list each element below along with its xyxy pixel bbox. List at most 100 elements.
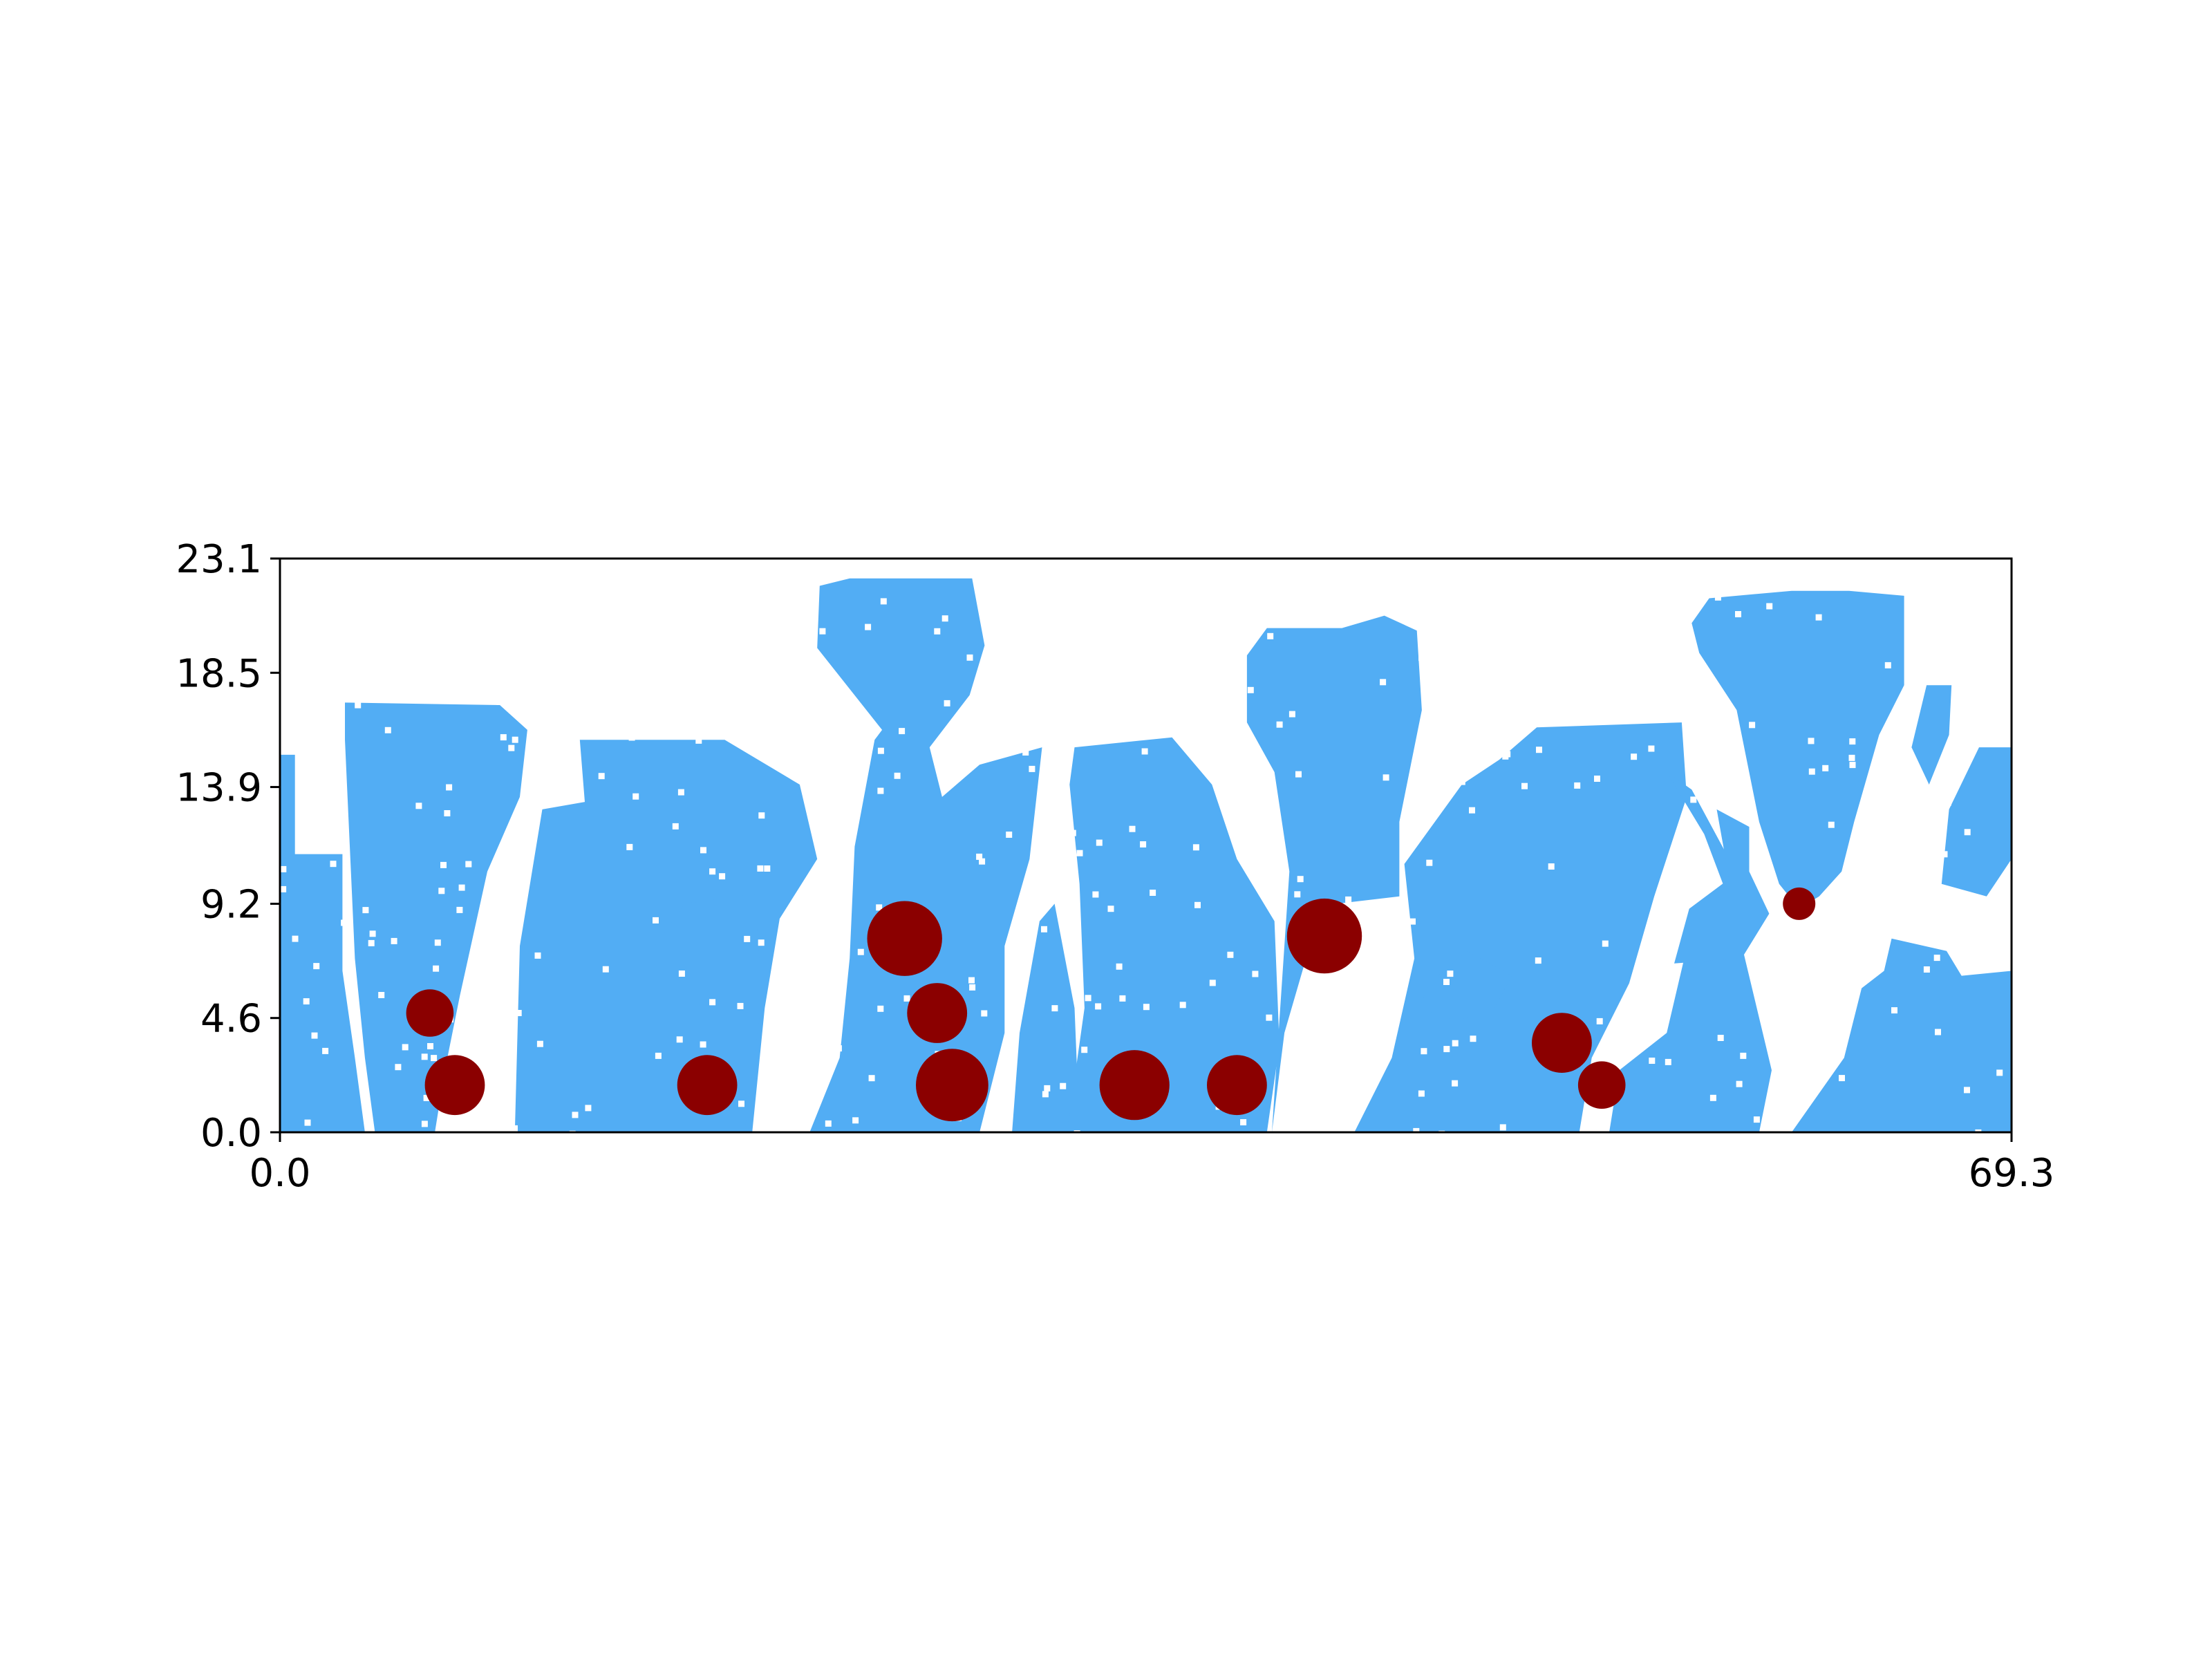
field-speckle (1074, 603, 1080, 610)
field-speckle (572, 1112, 579, 1118)
field-speckle (626, 843, 633, 850)
field-speckle (1633, 993, 1640, 999)
field-speckle (1022, 749, 1029, 756)
field-speckle (1502, 753, 1509, 760)
field-speckle (1006, 1009, 1013, 1016)
field-speckle (330, 804, 337, 811)
y-tick-label: 0.0 (200, 1111, 262, 1156)
field-speckle (1297, 876, 1304, 883)
particle-point (916, 1049, 988, 1122)
particle-point (1532, 1013, 1592, 1073)
field-speckle (1409, 918, 1416, 925)
field-speckle (418, 626, 424, 632)
field-speckle (402, 1044, 409, 1051)
field-speckle (456, 906, 463, 913)
field-speckle (1891, 1007, 1897, 1014)
field-speckle (1749, 722, 1756, 729)
field-speckle (489, 889, 496, 896)
field-speckle (1288, 711, 1295, 718)
field-speckle (758, 812, 765, 819)
field-speckle (1996, 1069, 2003, 1076)
field-speckle (574, 697, 581, 704)
field-speckle (491, 954, 498, 961)
field-speckle (1594, 776, 1600, 782)
field-speckle (480, 999, 487, 1006)
field-speckle (1447, 971, 1454, 977)
particle-point (1783, 887, 1816, 920)
field-speckle (1081, 1047, 1088, 1053)
field-speckle (440, 861, 447, 868)
field-speckle (1822, 765, 1829, 771)
field-speckle (876, 904, 883, 911)
field-speckle (1574, 782, 1581, 789)
field-speckle (1276, 721, 1283, 728)
field-speckle (1358, 996, 1365, 1003)
field-speckle (1710, 726, 1717, 733)
field-speckle (355, 702, 362, 709)
particle-point (406, 989, 454, 1037)
field-region (1911, 685, 1952, 785)
field-speckle (683, 728, 690, 735)
field-speckle (1061, 728, 1068, 735)
field-speckle (1971, 594, 1978, 601)
field-speckle (1024, 639, 1031, 646)
field-speckle (1753, 1116, 1760, 1123)
field-speckle (1266, 1014, 1273, 1021)
field-speckle (1443, 979, 1450, 985)
field-speckle (1413, 1127, 1420, 1132)
field-speckle (968, 977, 975, 984)
field-region (1791, 938, 2012, 1132)
field-speckle (1766, 603, 1773, 610)
field-speckle (1648, 745, 1655, 752)
field-speckle (1873, 794, 1880, 800)
field-speckle (1964, 1087, 1970, 1094)
field-region (1354, 722, 1687, 1132)
field-speckle (1418, 655, 1425, 662)
field-speckle (574, 593, 581, 600)
field-speckle (1956, 644, 1963, 650)
field-speckle (286, 597, 293, 604)
field-speckle (700, 847, 706, 854)
field-speckle (672, 823, 679, 830)
field-speckle (505, 954, 512, 961)
field-speckle (934, 628, 941, 635)
field-speckle (695, 737, 702, 744)
field-speckle (384, 727, 391, 733)
field-speckle (362, 907, 369, 914)
field-speckle (1468, 729, 1474, 736)
field-speckle (438, 888, 445, 894)
field-region (1246, 615, 1422, 1132)
field-speckle (737, 1002, 744, 1009)
field-speckle (764, 865, 771, 872)
field-speckle (827, 960, 833, 967)
field-speckle (1423, 657, 1430, 664)
particle-layer (406, 887, 1816, 1122)
field-speckle (1460, 746, 1467, 752)
field-speckle (1714, 594, 1721, 601)
field-speckle (1209, 980, 1216, 986)
field-speckle (880, 598, 887, 605)
field-speckle (1849, 762, 1856, 769)
field-speckle (1042, 1091, 1049, 1098)
field-speckle (1298, 605, 1305, 612)
field-speckle (1683, 722, 1689, 729)
field-speckle (1585, 627, 1592, 634)
field-speckle (1267, 632, 1274, 639)
field-speckle (294, 719, 301, 726)
field-speckle (1041, 926, 1047, 932)
field-speckle (616, 701, 623, 708)
field-speckle (488, 641, 495, 648)
field-speckle (748, 713, 755, 720)
field-speckle (1371, 930, 1378, 936)
field-speckle (292, 935, 299, 942)
field-speckle (1855, 842, 1862, 849)
field-speckle (483, 1034, 490, 1041)
field-speckle (693, 649, 700, 656)
field-speckle (1814, 905, 1821, 912)
field-speckle (894, 772, 901, 779)
field-speckle (744, 935, 751, 942)
field-speckle (868, 1075, 875, 1082)
field-speckle (1808, 738, 1815, 744)
particle-point (867, 901, 942, 976)
